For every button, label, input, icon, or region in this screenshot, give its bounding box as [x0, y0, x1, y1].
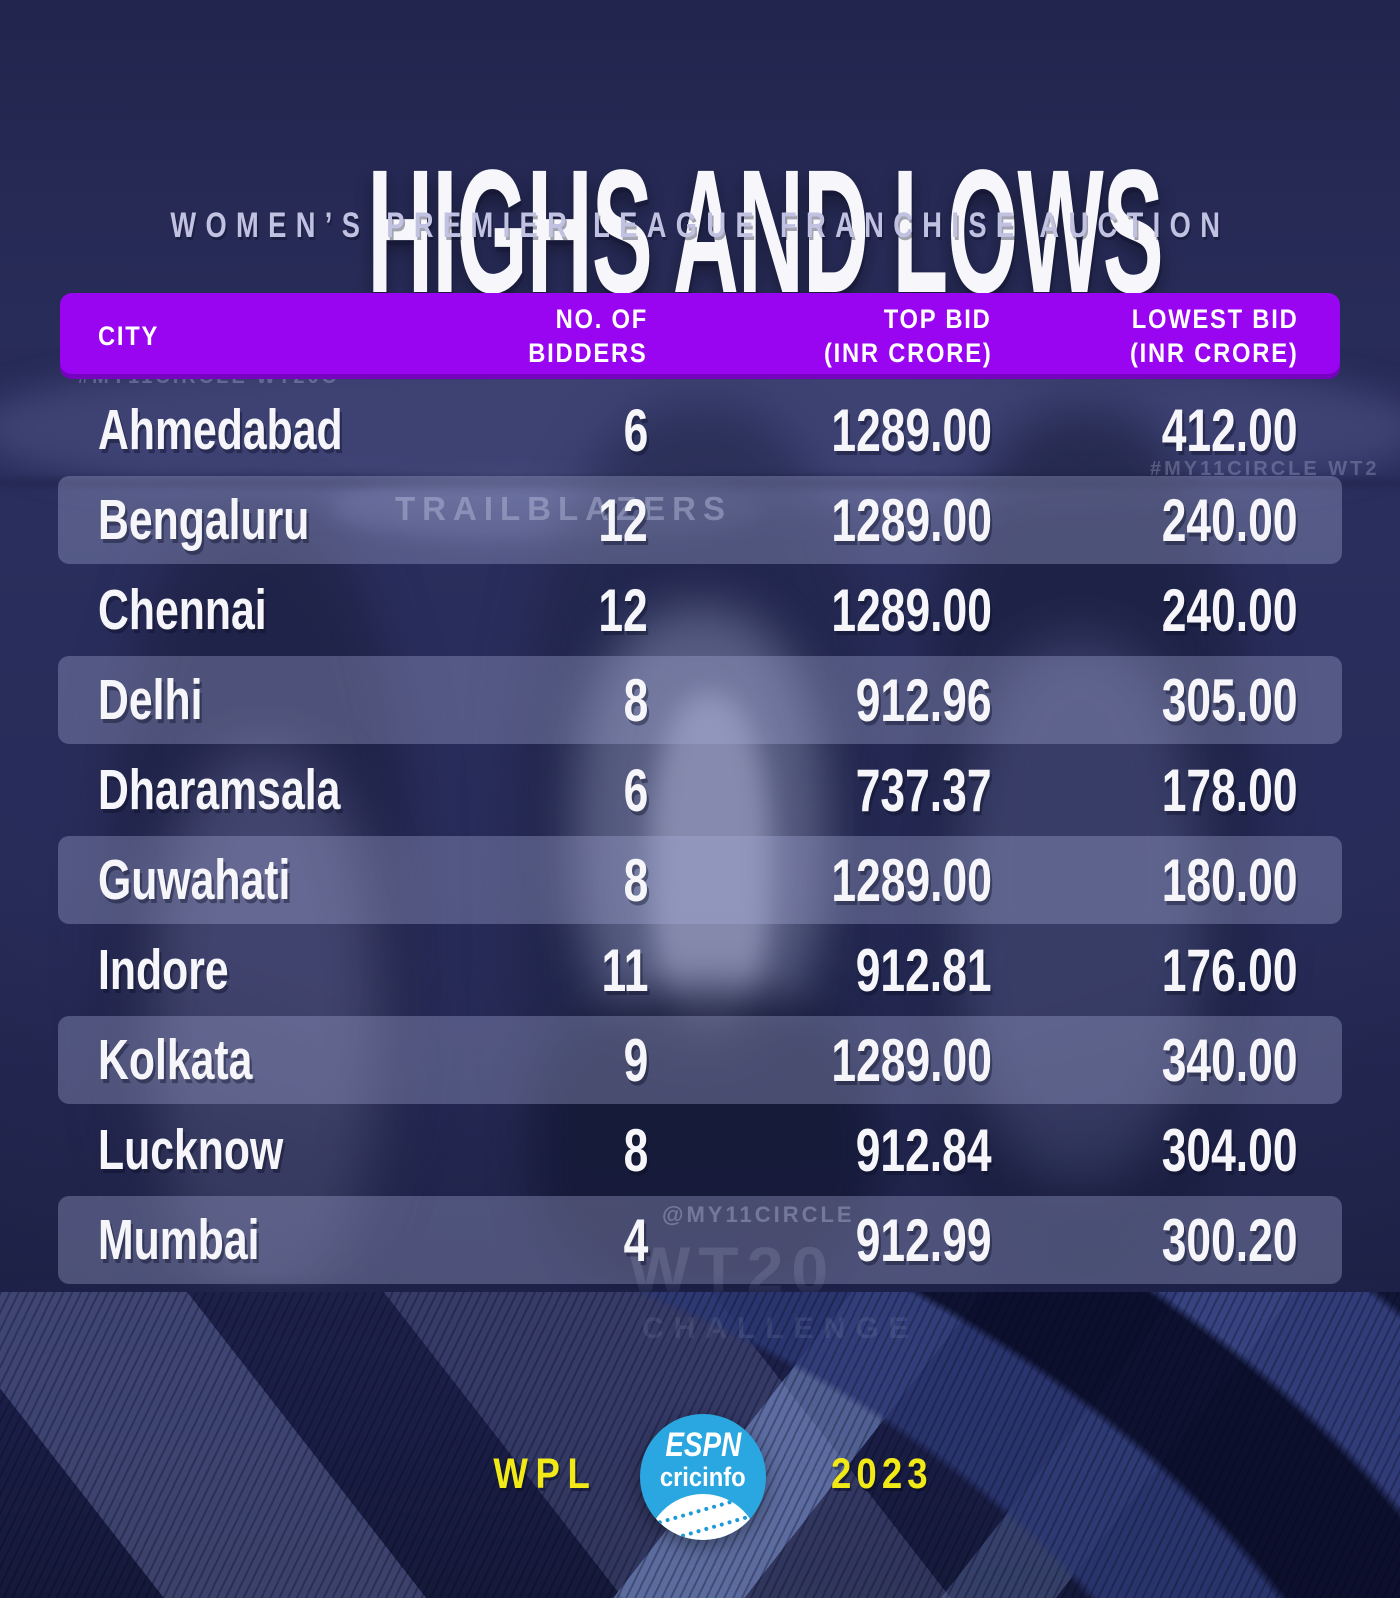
cell-lowest-bid: 178.00	[1162, 756, 1298, 824]
table-row: Mumbai 4 912.99 300.20	[58, 1195, 1342, 1285]
cell-lowest-bid: 305.00	[1162, 666, 1298, 734]
table-row: Indore 11 912.81 176.00	[60, 925, 1340, 1015]
auction-table: CITY NO. OF BIDDERS TOP BID (INR CRORE) …	[58, 293, 1342, 1285]
cell-bidders: 12	[598, 486, 648, 554]
cell-city: Mumbai	[98, 1208, 260, 1272]
table-row: Chennai 12 1289.00 240.00	[60, 565, 1340, 655]
table-header: CITY NO. OF BIDDERS TOP BID (INR CRORE) …	[60, 293, 1340, 379]
cell-bidders: 4	[623, 1206, 648, 1274]
cell-top-bid: 737.37	[856, 756, 992, 824]
cell-lowest-bid: 300.20	[1162, 1206, 1298, 1274]
table-row: Guwahati 8 1289.00 180.00	[58, 835, 1342, 925]
cell-bidders: 6	[623, 756, 648, 824]
photo-signage-text: @MY11CIRCLE	[662, 1202, 855, 1227]
cell-top-bid: 912.96	[856, 666, 992, 734]
table-row: Dharamsala 6 737.37 178.00	[60, 745, 1340, 835]
ball-seam	[646, 1494, 760, 1532]
cell-lowest-bid: 176.00	[1162, 936, 1298, 1004]
photo-signage-text: #MY11CIRCLE WT2	[1150, 458, 1380, 480]
cell-city: Chennai	[98, 578, 267, 642]
cell-bidders: 6	[623, 396, 648, 464]
espn-wordmark: ESPN	[665, 1426, 741, 1464]
cell-city: Guwahati	[98, 848, 291, 912]
cell-bidders: 8	[623, 666, 648, 734]
photo-signage-text: TRAILBLAZERS	[395, 490, 732, 527]
table-row: Delhi 8 912.96 305.00	[58, 655, 1342, 745]
cell-top-bid: 1289.00	[831, 486, 992, 554]
photo-signage-text: CHALLENGE	[642, 1312, 919, 1345]
cricinfo-wordmark: cricinfo	[660, 1462, 746, 1492]
cell-bidders: 8	[623, 846, 648, 914]
cricket-ball-icon	[646, 1494, 760, 1540]
cell-top-bid: 912.84	[856, 1116, 992, 1184]
column-header-city: CITY	[98, 321, 160, 351]
column-header-lowest-bid: LOWEST BID (INR CRORE)	[1129, 304, 1298, 368]
table-body: Ahmedabad 6 1289.00 412.00 Bengaluru 12 …	[58, 385, 1342, 1285]
cell-top-bid: 1289.00	[831, 1026, 992, 1094]
table-row: Ahmedabad 6 1289.00 412.00	[60, 385, 1340, 475]
column-header-bidders: NO. OF BIDDERS	[528, 304, 648, 368]
column-header-top-bid: TOP BID (INR CRORE)	[823, 304, 992, 368]
cell-city: Bengaluru	[98, 488, 310, 552]
cell-lowest-bid: 240.00	[1162, 486, 1298, 554]
table-row: Lucknow 8 912.84 304.00	[60, 1105, 1340, 1195]
cell-lowest-bid: 240.00	[1162, 576, 1298, 644]
cell-bidders: 12	[598, 576, 648, 644]
cell-bidders: 9	[623, 1026, 648, 1094]
cell-top-bid: 1289.00	[831, 396, 992, 464]
cell-top-bid: 912.81	[856, 936, 992, 1004]
page-title: HIGHS AND LOWS	[367, 133, 1164, 330]
cell-top-bid: 1289.00	[831, 576, 992, 644]
page-subtitle: WOMEN’S PREMIER LEAGUE FRANCHISE AUCTION	[170, 206, 1230, 245]
cell-city: Kolkata	[98, 1028, 253, 1092]
cell-bidders: 8	[623, 1116, 648, 1184]
wpl-label: WPL	[493, 1450, 598, 1498]
cell-city: Delhi	[98, 668, 203, 732]
year-label: 2023	[830, 1450, 933, 1498]
table-row: Kolkata 9 1289.00 340.00	[58, 1015, 1342, 1105]
cell-bidders: 11	[601, 936, 648, 1004]
cell-lowest-bid: 412.00	[1162, 396, 1298, 464]
cell-top-bid: 912.99	[856, 1206, 992, 1274]
espncricinfo-logo: ESPN cricinfo	[640, 1414, 766, 1540]
footer: WPL ESPN cricinfo 2023	[0, 1400, 1400, 1560]
cell-lowest-bid: 304.00	[1162, 1116, 1298, 1184]
cell-city: Indore	[98, 938, 229, 1002]
cell-lowest-bid: 340.00	[1162, 1026, 1298, 1094]
cell-city: Ahmedabad	[98, 398, 343, 462]
cell-lowest-bid: 180.00	[1162, 846, 1298, 914]
cell-city: Dharamsala	[98, 758, 341, 822]
cell-top-bid: 1289.00	[831, 846, 992, 914]
table-row: Bengaluru 12 1289.00 240.00	[58, 475, 1342, 565]
cell-city: Lucknow	[98, 1118, 284, 1182]
